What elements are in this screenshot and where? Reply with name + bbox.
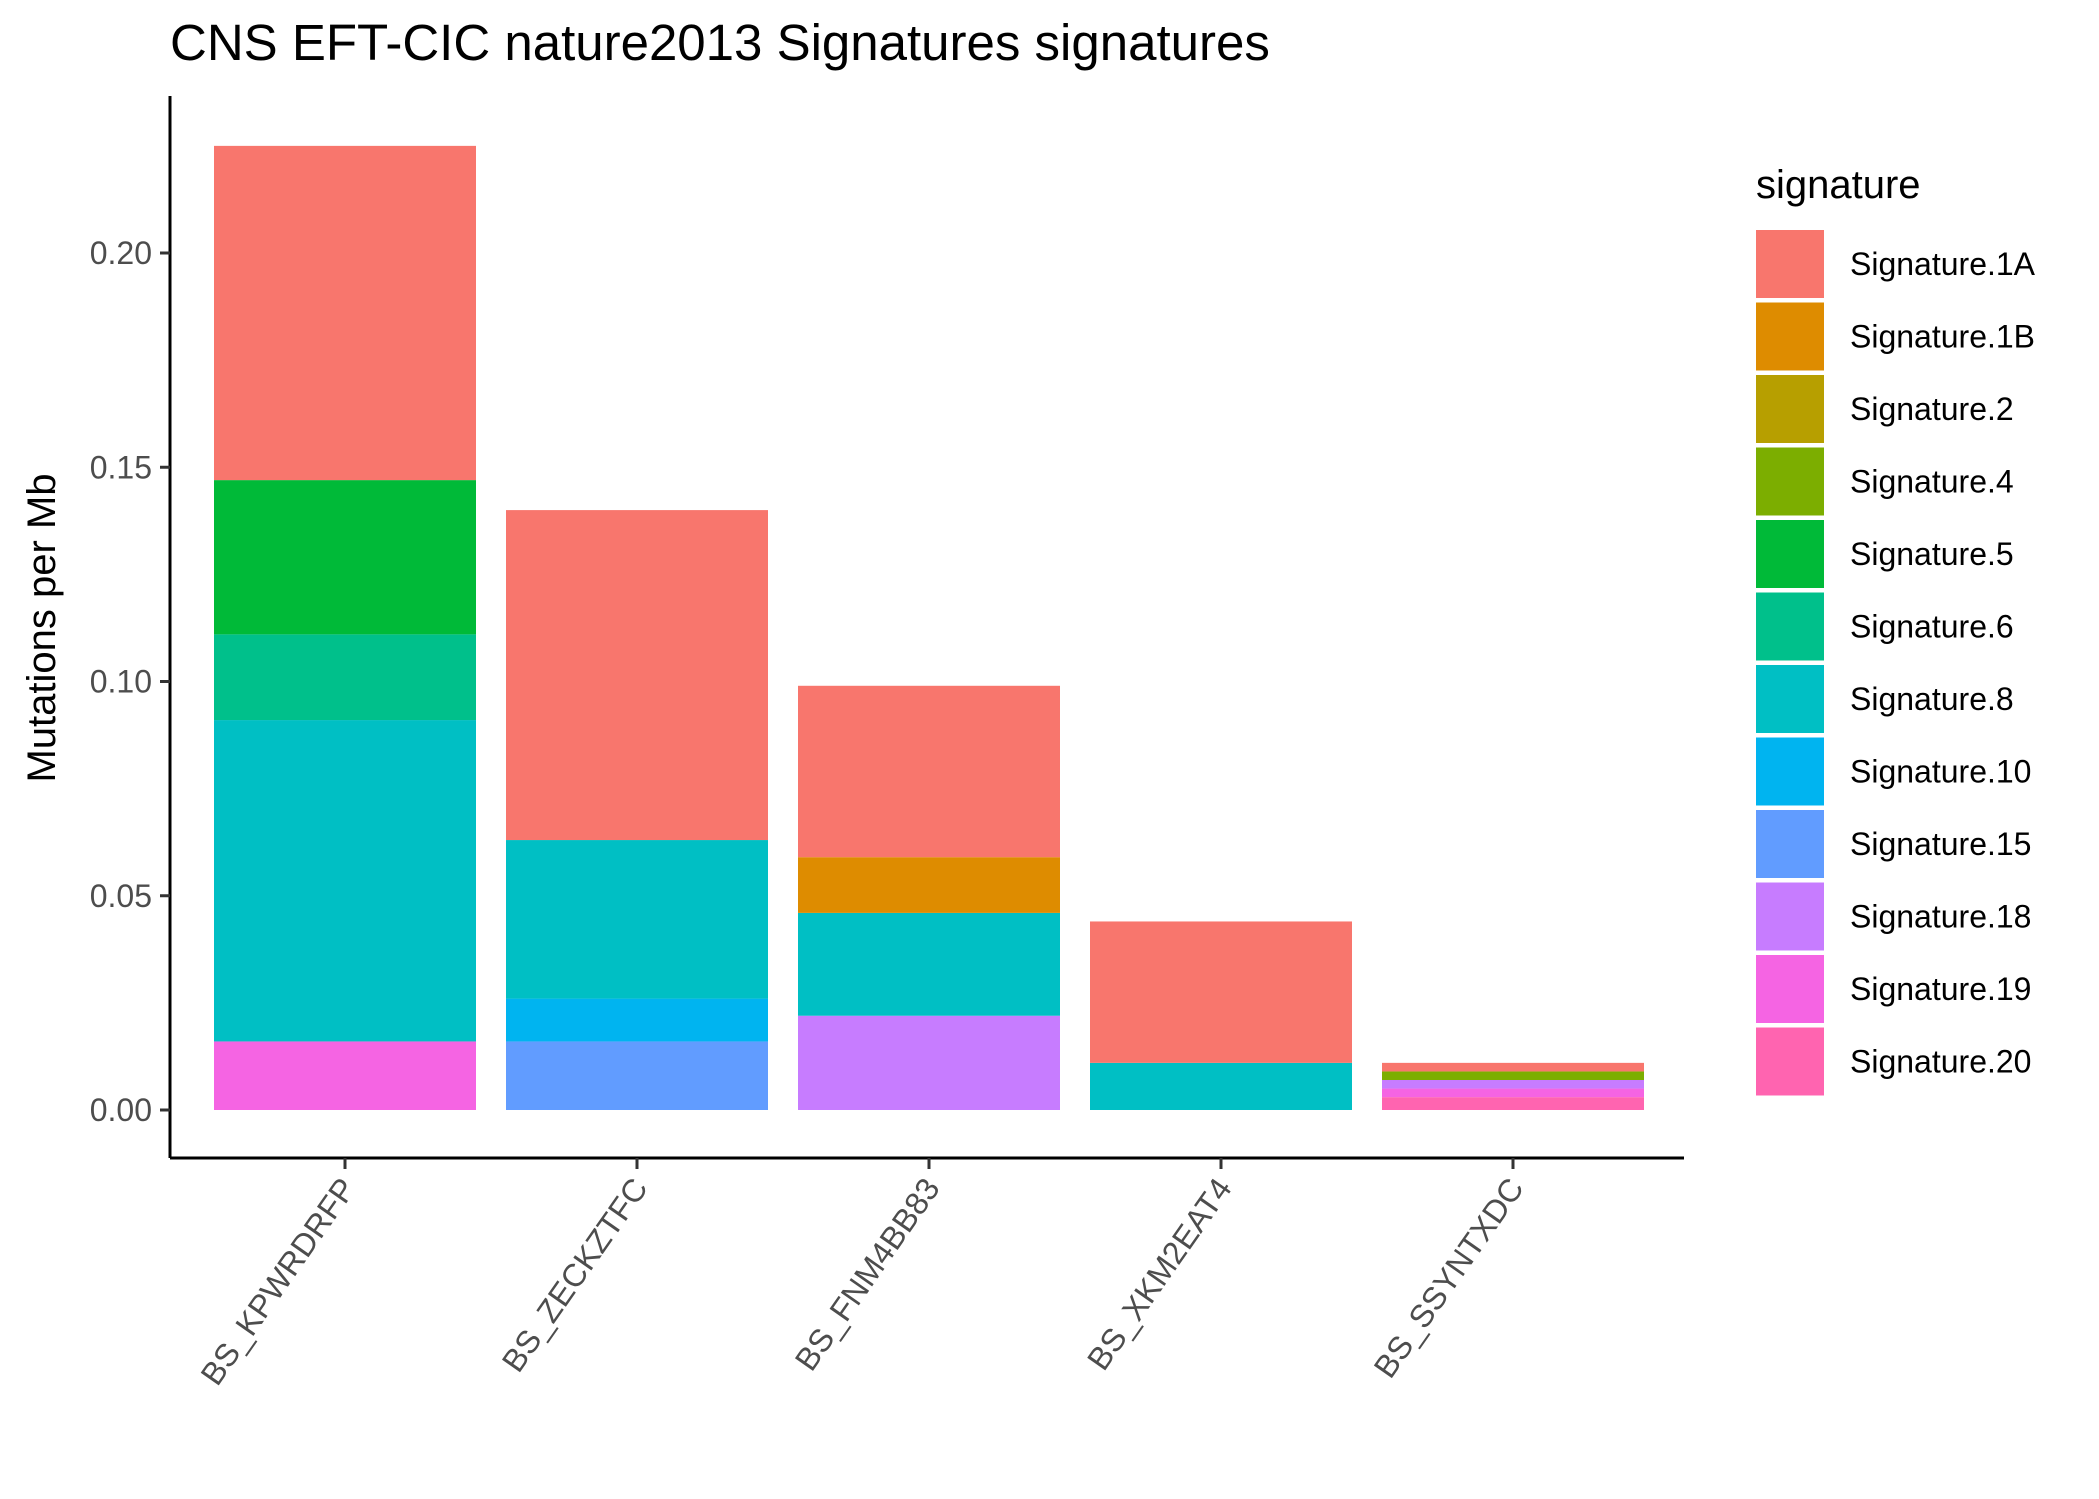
- legend-label: Signature.4: [1850, 464, 2014, 500]
- bar-segment: [1382, 1062, 1644, 1072]
- bar-segment: [798, 912, 1060, 1016]
- bar-segment: [1090, 921, 1352, 1063]
- bar-segment: [214, 145, 476, 481]
- bar-segment: [798, 1015, 1060, 1110]
- bar-segment: [506, 510, 768, 841]
- bar-segment: [214, 634, 476, 721]
- legend-label: Signature.1B: [1850, 319, 2035, 355]
- bar-segment: [1382, 1097, 1644, 1110]
- bar-segment: [214, 1041, 476, 1110]
- legend-label: Signature.10: [1850, 754, 2031, 790]
- legend-key: [1756, 882, 1824, 951]
- legend-label: Signature.8: [1850, 681, 2014, 717]
- bar-segment: [1382, 1071, 1644, 1081]
- bar-segment: [1382, 1088, 1644, 1098]
- bar-segment: [506, 998, 768, 1042]
- legend-label: Signature.1A: [1850, 246, 2036, 282]
- legend-key: [1756, 520, 1824, 588]
- legend-key: [1756, 230, 1824, 298]
- legend-key: [1756, 375, 1824, 443]
- legend-key: [1756, 665, 1824, 733]
- bar-segment: [214, 720, 476, 1042]
- legend-key: [1756, 955, 1824, 1023]
- legend-label: Signature.2: [1850, 391, 2014, 427]
- x-tick-label: BS_SSYNTXDC: [1367, 1171, 1531, 1384]
- bar-segment: [1090, 1062, 1352, 1110]
- x-tick-label: BS_KPWRDRFP: [194, 1171, 363, 1391]
- bar-segment: [798, 857, 1060, 913]
- legend-key: [1756, 810, 1824, 878]
- legend: signature Signature.1A Signature.1B Signat…: [1756, 163, 2036, 1096]
- y-tick-label: 0.15: [90, 449, 152, 485]
- legend-key: [1756, 302, 1824, 371]
- chart-title: CNS EFT-CIC nature2013 Signatures signat…: [170, 14, 1270, 71]
- x-tick-label: BS_FNM4BB83: [788, 1171, 947, 1377]
- legend-key: [1756, 1027, 1824, 1096]
- bar-segment: [214, 480, 476, 635]
- plot-area: 0.00 0.05 0.10 0.15 0.20 BS_KPWRDRFP BS_ZECKZT…: [90, 96, 1684, 1392]
- legend-label: Signature.20: [1850, 1044, 2031, 1080]
- y-axis-label: Mutations per Mb: [20, 473, 64, 782]
- bar-segment: [798, 685, 1060, 858]
- y-tick-label: 0.05: [90, 878, 152, 914]
- y-tick-label: 0.20: [90, 235, 152, 271]
- x-tick-label: BS_ZECKZTFC: [495, 1171, 655, 1378]
- legend-label: Signature.6: [1850, 609, 2014, 645]
- legend-key: [1756, 737, 1824, 806]
- legend-key: [1756, 592, 1824, 661]
- bar-segment: [1382, 1080, 1644, 1089]
- y-tick-label: 0.00: [90, 1092, 152, 1128]
- x-tick-label: BS_XKM2EAT4: [1080, 1171, 1239, 1376]
- y-tick-label: 0.10: [90, 664, 152, 700]
- legend-key: [1756, 447, 1824, 516]
- legend-label: Signature.5: [1850, 536, 2014, 572]
- legend-label: Signature.18: [1850, 899, 2031, 935]
- bar-segment: [506, 1041, 768, 1110]
- legend-title: signature: [1756, 163, 1921, 207]
- legend-label: Signature.19: [1850, 971, 2031, 1007]
- legend-label: Signature.15: [1850, 826, 2031, 862]
- bar-segment: [506, 840, 768, 999]
